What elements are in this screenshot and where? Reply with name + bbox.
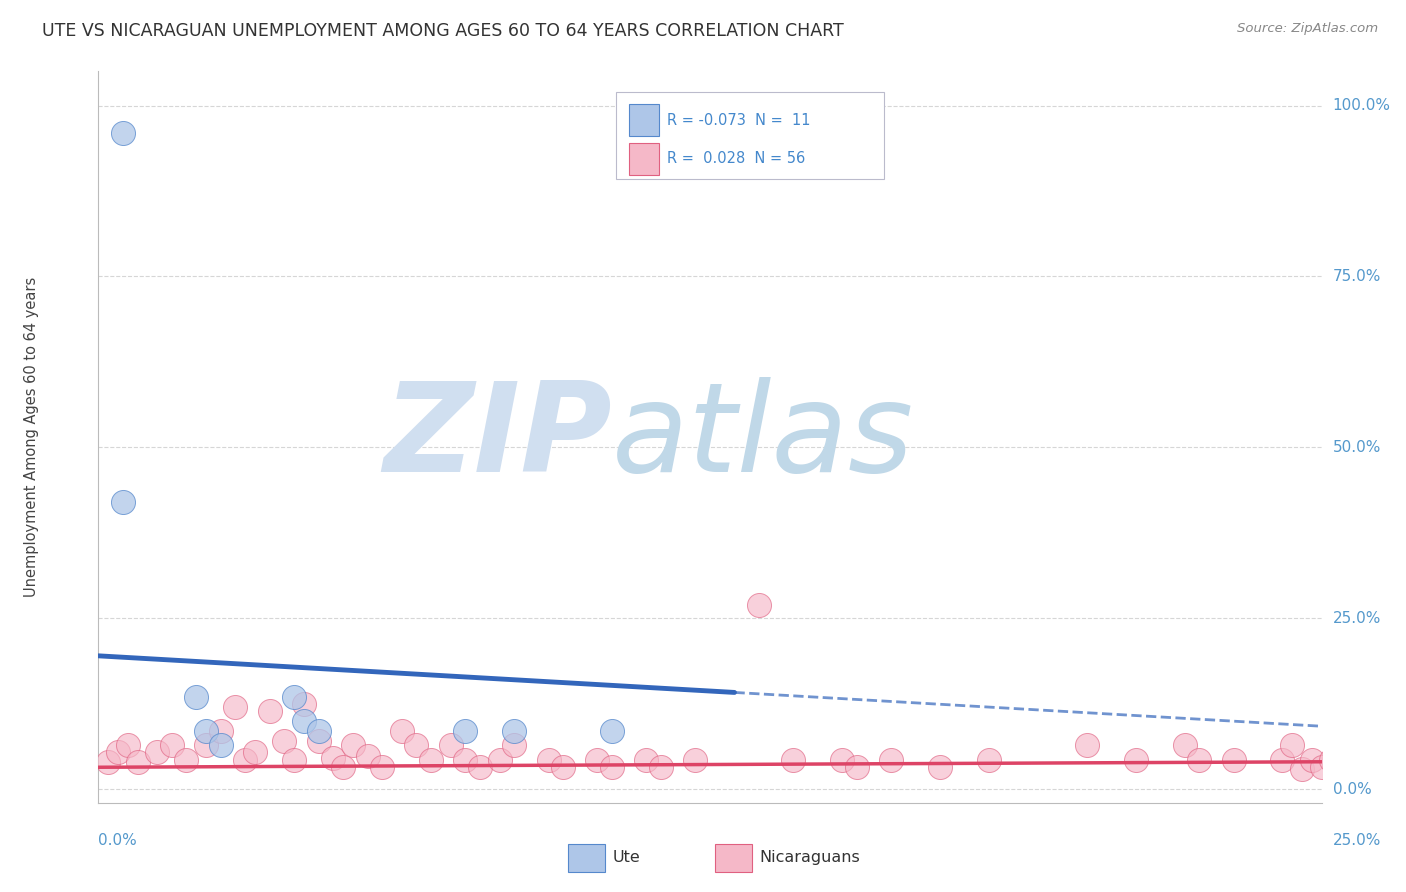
Point bbox=[977, 753, 1000, 767]
Point bbox=[1174, 738, 1197, 752]
Point bbox=[371, 760, 394, 774]
FancyBboxPatch shape bbox=[714, 845, 752, 871]
Point bbox=[420, 753, 443, 767]
Point bbox=[929, 760, 952, 774]
Point bbox=[259, 704, 281, 718]
Point bbox=[468, 760, 491, 774]
Point bbox=[1188, 753, 1211, 767]
Point bbox=[1076, 738, 1098, 752]
Text: R = -0.073  N =  11: R = -0.073 N = 11 bbox=[668, 112, 811, 128]
Point bbox=[1281, 738, 1303, 752]
Point bbox=[650, 760, 672, 774]
Point bbox=[1301, 753, 1323, 767]
Point bbox=[1291, 762, 1313, 776]
Point bbox=[117, 738, 139, 752]
Point bbox=[440, 738, 463, 752]
Point bbox=[391, 724, 413, 739]
Point bbox=[488, 753, 510, 767]
Point bbox=[224, 700, 246, 714]
Point bbox=[553, 760, 575, 774]
Point bbox=[195, 738, 218, 752]
Point bbox=[308, 734, 330, 748]
Point bbox=[243, 745, 266, 759]
Point bbox=[322, 751, 344, 765]
Text: Nicaraguans: Nicaraguans bbox=[759, 850, 859, 865]
Point bbox=[195, 724, 218, 739]
Point bbox=[503, 738, 526, 752]
Point bbox=[209, 738, 232, 752]
Text: Ute: Ute bbox=[612, 850, 640, 865]
FancyBboxPatch shape bbox=[630, 104, 658, 136]
Text: Source: ZipAtlas.com: Source: ZipAtlas.com bbox=[1237, 22, 1378, 36]
Text: ZIP: ZIP bbox=[384, 376, 612, 498]
FancyBboxPatch shape bbox=[568, 845, 605, 871]
Point bbox=[1222, 753, 1244, 767]
Point bbox=[845, 760, 868, 774]
Point bbox=[308, 724, 330, 739]
Text: R =  0.028  N = 56: R = 0.028 N = 56 bbox=[668, 152, 806, 167]
Point bbox=[685, 753, 707, 767]
Text: 75.0%: 75.0% bbox=[1333, 268, 1381, 284]
Point bbox=[1125, 753, 1147, 767]
Point bbox=[127, 755, 149, 769]
Point bbox=[283, 753, 305, 767]
Point bbox=[176, 753, 198, 767]
Text: UTE VS NICARAGUAN UNEMPLOYMENT AMONG AGES 60 TO 64 YEARS CORRELATION CHART: UTE VS NICARAGUAN UNEMPLOYMENT AMONG AGE… bbox=[42, 22, 844, 40]
Point bbox=[1310, 760, 1333, 774]
Point bbox=[636, 753, 658, 767]
Point bbox=[503, 724, 526, 739]
FancyBboxPatch shape bbox=[630, 143, 658, 175]
Point bbox=[405, 738, 427, 752]
Point bbox=[831, 753, 853, 767]
Text: 0.0%: 0.0% bbox=[98, 833, 138, 848]
Text: 100.0%: 100.0% bbox=[1333, 98, 1391, 113]
Point bbox=[1271, 753, 1294, 767]
Point bbox=[782, 753, 804, 767]
Point bbox=[537, 753, 560, 767]
Point bbox=[97, 755, 120, 769]
Point bbox=[600, 724, 623, 739]
Point bbox=[880, 753, 903, 767]
Point bbox=[454, 724, 477, 739]
Point bbox=[332, 760, 354, 774]
Text: 0.0%: 0.0% bbox=[1333, 781, 1371, 797]
Point bbox=[1334, 745, 1357, 759]
Point bbox=[111, 126, 134, 140]
Point bbox=[233, 753, 256, 767]
Point bbox=[586, 753, 609, 767]
Point bbox=[209, 724, 232, 739]
Point bbox=[160, 738, 183, 752]
Point bbox=[146, 745, 169, 759]
FancyBboxPatch shape bbox=[616, 92, 884, 179]
Point bbox=[292, 714, 315, 728]
Text: 50.0%: 50.0% bbox=[1333, 440, 1381, 455]
Text: 25.0%: 25.0% bbox=[1333, 611, 1381, 625]
Point bbox=[748, 598, 770, 612]
Text: Unemployment Among Ages 60 to 64 years: Unemployment Among Ages 60 to 64 years bbox=[24, 277, 38, 598]
Point bbox=[111, 495, 134, 509]
Point bbox=[292, 697, 315, 711]
Point bbox=[454, 753, 477, 767]
Point bbox=[1320, 753, 1343, 767]
Point bbox=[600, 760, 623, 774]
Text: atlas: atlas bbox=[612, 376, 914, 498]
Point bbox=[186, 690, 208, 704]
Point bbox=[283, 690, 305, 704]
Point bbox=[273, 734, 295, 748]
Point bbox=[356, 749, 378, 764]
Point bbox=[342, 738, 364, 752]
Point bbox=[107, 745, 129, 759]
Text: 25.0%: 25.0% bbox=[1333, 833, 1381, 848]
